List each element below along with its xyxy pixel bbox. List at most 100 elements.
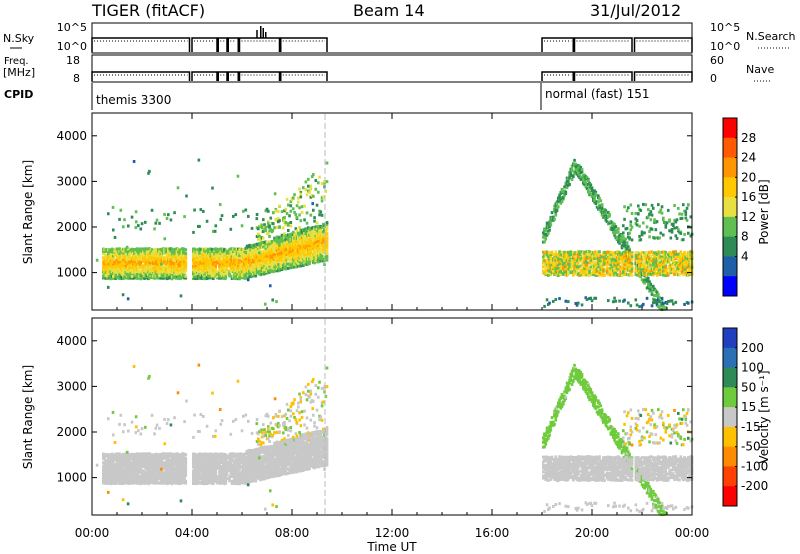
velocity-cell [122,462,125,466]
power-cell [578,172,581,176]
power-cell [298,187,301,191]
power-cell [290,260,294,264]
power-cell [149,262,153,266]
power-cell [273,269,276,273]
power-cell [212,260,215,264]
velocity-cell [137,429,140,433]
power-cell [545,267,549,271]
power-cell [564,190,568,194]
power-cell [570,258,574,262]
power-cell [318,175,321,179]
power-cell [607,252,610,256]
power-cell [267,260,270,264]
power-cell [589,265,593,269]
power-cell [607,272,610,276]
power-cell [230,252,234,256]
power-cell [249,246,253,250]
power-cell [244,208,248,212]
power-cell [234,213,238,217]
power-cell [118,217,121,221]
power-cell [625,226,629,230]
nsky-block [280,37,328,52]
power-cell [614,259,618,263]
power-cell [580,170,584,174]
power-cell [644,254,648,258]
power-cell [272,211,275,215]
power-cell [614,225,618,229]
power-cell [542,265,545,269]
power-cell [224,274,228,278]
power-cell [284,264,288,268]
power-cell [315,221,319,225]
power-cell [124,266,128,270]
power-cell [650,203,654,207]
power-cell [111,205,115,209]
freq-unit: [MHz] [3,66,35,79]
power-cell [547,231,550,235]
power-cell [623,217,626,221]
power-cell [303,218,306,222]
power-cell [303,204,306,208]
nsearch-tick-bottom: 10^0 [710,40,740,53]
power-cell [202,253,205,257]
power-cell [148,169,151,173]
power-cell [549,252,553,256]
power-cell [637,212,640,216]
power-cell [567,300,570,304]
power-cell [669,251,673,255]
power-cell [545,233,549,237]
power-cell [585,260,589,264]
power-cell [627,206,630,210]
power-cell [672,223,675,227]
power-cell [162,276,165,280]
power-cell [325,236,329,240]
power-cell [120,261,124,265]
power-cell [577,256,580,260]
power-cell [635,219,639,223]
velocity-cell [110,475,114,479]
power-cell [583,250,586,254]
power-cell [549,220,553,224]
power-cell [299,241,303,245]
ytick-label: 2000 [56,220,87,234]
power-cell [672,267,675,271]
power-cell [257,227,260,231]
power-cell [634,298,638,302]
power-cell [177,256,180,260]
power-cell [292,230,295,234]
power-cell [642,302,645,306]
power-cell [130,215,134,219]
ytick-label: 4000 [56,129,87,143]
power-cell [165,216,169,220]
power-cell [558,194,561,198]
power-cell [630,211,634,215]
velocity-cell [123,461,126,465]
power-cell [573,254,576,258]
power-cell [292,207,295,211]
power-cell [597,200,600,204]
power-cell [322,230,325,234]
power-cell [184,262,188,266]
power-cell [311,202,315,206]
power-cell [570,177,574,181]
power-cell [323,263,326,267]
power-cell [572,250,575,254]
power-cell [638,234,641,238]
power-cell [670,263,674,267]
power-cell [579,175,583,179]
power-cell [650,227,654,231]
power-cell [172,254,175,258]
power-cell [112,228,115,232]
power-cell [134,210,138,214]
velocity-cell [137,473,140,477]
power-cell [225,264,229,268]
power-cell [654,271,658,275]
power-cell [309,184,313,188]
power-cell [157,248,160,252]
power-cell [619,266,623,270]
power-cell [590,267,594,271]
power-cell [642,261,645,265]
velocity-cell [158,465,161,469]
velocity-cell [117,462,120,466]
velocity-cell [140,427,144,431]
